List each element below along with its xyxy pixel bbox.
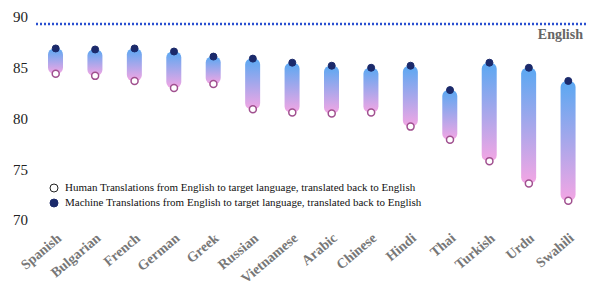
svg-text:French: French (100, 230, 143, 270)
svg-text:85: 85 (13, 60, 28, 76)
svg-text:Hindi: Hindi (383, 230, 419, 264)
svg-text:Bulgarian: Bulgarian (48, 230, 104, 280)
svg-text:Vietnamese: Vietnamese (238, 230, 300, 282)
svg-text:Thai: Thai (427, 230, 458, 260)
svg-text:Arabic: Arabic (298, 230, 340, 269)
svg-text:Russian: Russian (215, 230, 262, 273)
svg-text:Spanish: Spanish (18, 230, 64, 273)
html-text:Machine Translations from Engl: Machine Translations from English to tar… (65, 196, 422, 208)
svg-text:Chinese: Chinese (333, 230, 379, 272)
svg-text:Urdu: Urdu (503, 230, 537, 262)
html-text:Human Translations from Englis: Human Translations from English to targe… (65, 181, 416, 193)
svg-text:90: 90 (13, 9, 28, 25)
svg-text:English: English (538, 27, 583, 42)
svg-text:Greek: Greek (183, 230, 222, 266)
svg-text:75: 75 (13, 162, 28, 178)
svg-text:Swahili: Swahili (533, 230, 577, 270)
svg-text:German: German (135, 230, 183, 274)
svg-text:Turkish: Turkish (452, 230, 498, 272)
svg-text:70: 70 (13, 212, 28, 228)
svg-text:80: 80 (13, 111, 28, 127)
